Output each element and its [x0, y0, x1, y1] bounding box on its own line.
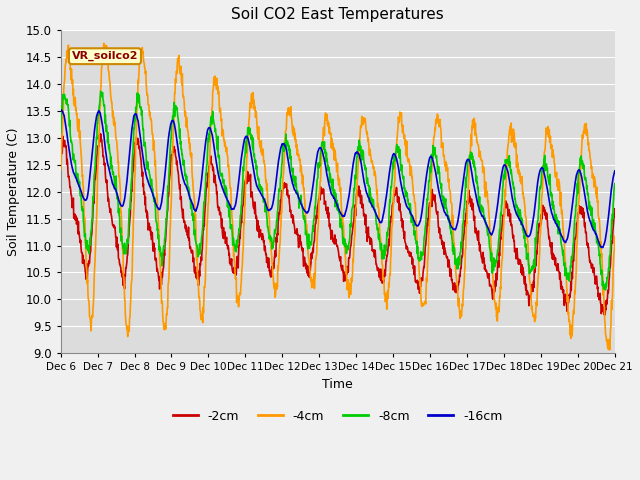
- X-axis label: Time: Time: [323, 378, 353, 391]
- Legend: -2cm, -4cm, -8cm, -16cm: -2cm, -4cm, -8cm, -16cm: [168, 405, 508, 428]
- Text: VR_soilco2: VR_soilco2: [72, 51, 138, 61]
- Y-axis label: Soil Temperature (C): Soil Temperature (C): [7, 127, 20, 256]
- Title: Soil CO2 East Temperatures: Soil CO2 East Temperatures: [231, 7, 444, 22]
